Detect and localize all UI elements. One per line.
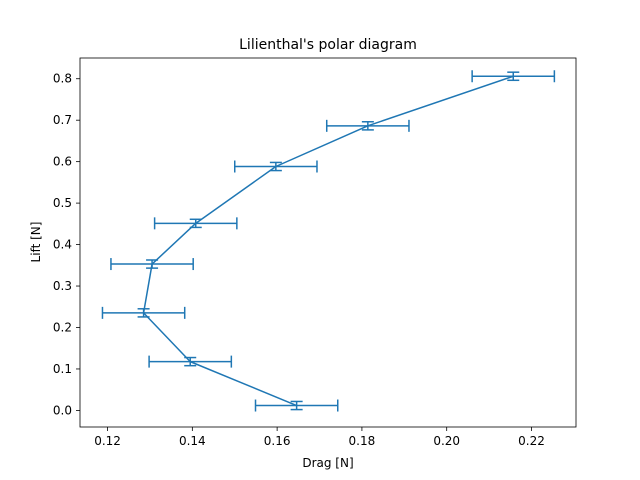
x-tick-label: 0.22 — [518, 434, 545, 448]
x-axis-label: Drag [N] — [302, 456, 353, 470]
series-line — [142, 75, 514, 407]
x-tick-label: 0.14 — [179, 434, 206, 448]
y-axis-label: Lift [N] — [29, 222, 43, 263]
y-tick-label: 0.6 — [53, 155, 72, 169]
y-tick-label: 0.0 — [53, 403, 72, 417]
y-tick-label: 0.1 — [53, 362, 72, 376]
y-tick-label: 0.4 — [53, 238, 72, 252]
x-tick-label: 0.12 — [94, 434, 121, 448]
y-tick-label: 0.5 — [53, 196, 72, 210]
y-tick-label: 0.8 — [53, 72, 72, 86]
plot-area — [101, 70, 556, 412]
y-tick-label: 0.2 — [53, 320, 72, 334]
x-tick-label: 0.16 — [264, 434, 291, 448]
y-tick-label: 0.7 — [53, 113, 72, 127]
y-tick-label: 0.3 — [53, 279, 72, 293]
axes: 0.12 0.14 0.16 0.18 0.20 0.22 0.0 0.1 0.2 0.3 0.4 0… — [53, 57, 577, 448]
x-tick-label: 0.20 — [433, 434, 460, 448]
axes-frame — [79, 57, 577, 428]
x-tick-label: 0.18 — [349, 434, 376, 448]
chart-title: Lilienthal's polar diagram — [239, 37, 417, 53]
